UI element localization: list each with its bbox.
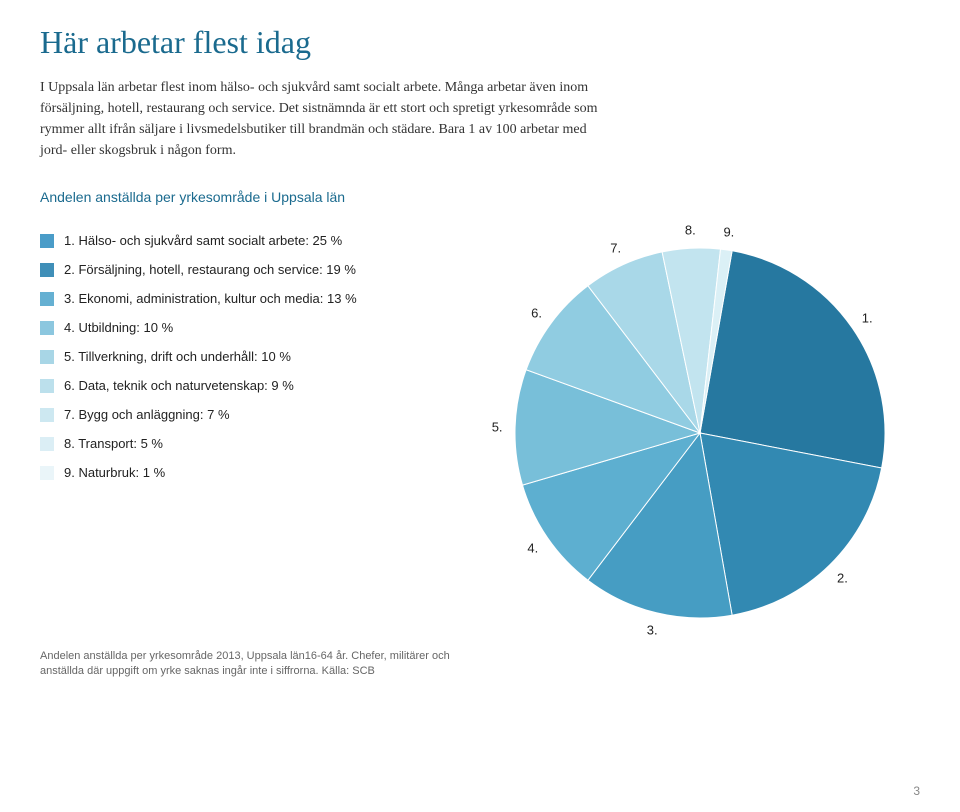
legend-swatch [40,437,54,451]
legend-item: 2. Försäljning, hotell, restaurang och s… [40,262,460,277]
legend-label: 6. Data, teknik och naturvetenskap: 9 % [64,378,294,393]
legend-label: 3. Ekonomi, administration, kultur och m… [64,291,357,306]
legend-swatch [40,466,54,480]
legend-swatch [40,263,54,277]
legend-swatch [40,292,54,306]
legend-item: 6. Data, teknik och naturvetenskap: 9 % [40,378,460,393]
legend-swatch [40,350,54,364]
legend-item: 5. Tillverkning, drift och underhåll: 10… [40,349,460,364]
legend-label: 7. Bygg och anläggning: 7 % [64,407,230,422]
legend-label: 8. Transport: 5 % [64,436,163,451]
pie-chart-container: 1.2.3.4.5.6.7.8.9. [500,233,900,633]
legend-label: 5. Tillverkning, drift och underhåll: 10… [64,349,291,364]
footnote: Andelen anställda per yrkesområde 2013, … [40,649,460,680]
pie-chart [500,233,900,633]
legend-swatch [40,408,54,422]
legend-label: 2. Försäljning, hotell, restaurang och s… [64,262,356,277]
legend-item: 7. Bygg och anläggning: 7 % [40,407,460,422]
intro-paragraph: I Uppsala län arbetar flest inom hälso- … [40,77,600,161]
page-title: Här arbetar flest idag [40,24,920,61]
legend-label: 1. Hälso- och sjukvård samt socialt arbe… [64,233,342,248]
pie-slice [700,251,885,468]
legend-label: 4. Utbildning: 10 % [64,320,173,335]
legend-item: 1. Hälso- och sjukvård samt socialt arbe… [40,233,460,248]
legend-list: 1. Hälso- och sjukvård samt socialt arbe… [40,233,460,494]
legend-item: 8. Transport: 5 % [40,436,460,451]
legend-item: 9. Naturbruk: 1 % [40,465,460,480]
legend-swatch [40,321,54,335]
page-number: 3 [913,784,920,798]
legend-swatch [40,379,54,393]
legend-swatch [40,234,54,248]
legend-item: 3. Ekonomi, administration, kultur och m… [40,291,460,306]
legend-label: 9. Naturbruk: 1 % [64,465,165,480]
content-row: 1. Hälso- och sjukvård samt socialt arbe… [40,233,920,633]
legend-item: 4. Utbildning: 10 % [40,320,460,335]
chart-subheading: Andelen anställda per yrkesområde i Upps… [40,189,920,205]
